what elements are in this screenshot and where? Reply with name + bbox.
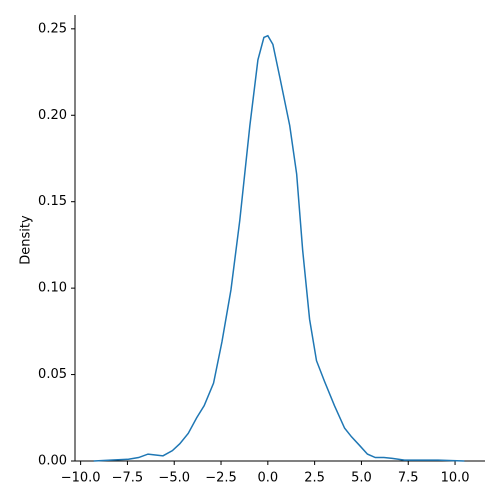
x-tick-label: 0.0	[257, 471, 278, 486]
y-tick-label: 0.25	[38, 21, 67, 36]
density-line	[93, 34, 465, 462]
y-tick-label: 0.20	[38, 108, 67, 123]
x-tick-label: −2.5	[205, 471, 237, 486]
y-tick-label: 0.05	[38, 367, 67, 382]
x-tick-label: −7.5	[112, 471, 144, 486]
y-tick-label: 0.10	[38, 281, 67, 296]
x-tick-label: 10.0	[441, 471, 470, 486]
x-tick-label: −10.0	[61, 471, 101, 486]
y-axis-label: Density	[19, 215, 34, 265]
y-tick-label: 0.15	[38, 194, 67, 209]
x-tick-label: 2.5	[304, 471, 325, 486]
x-tick-label: −5.0	[158, 471, 190, 486]
x-tick-label: 5.0	[351, 471, 372, 486]
x-tick-label: 7.5	[398, 471, 419, 486]
y-tick-label: 0.00	[38, 454, 67, 469]
